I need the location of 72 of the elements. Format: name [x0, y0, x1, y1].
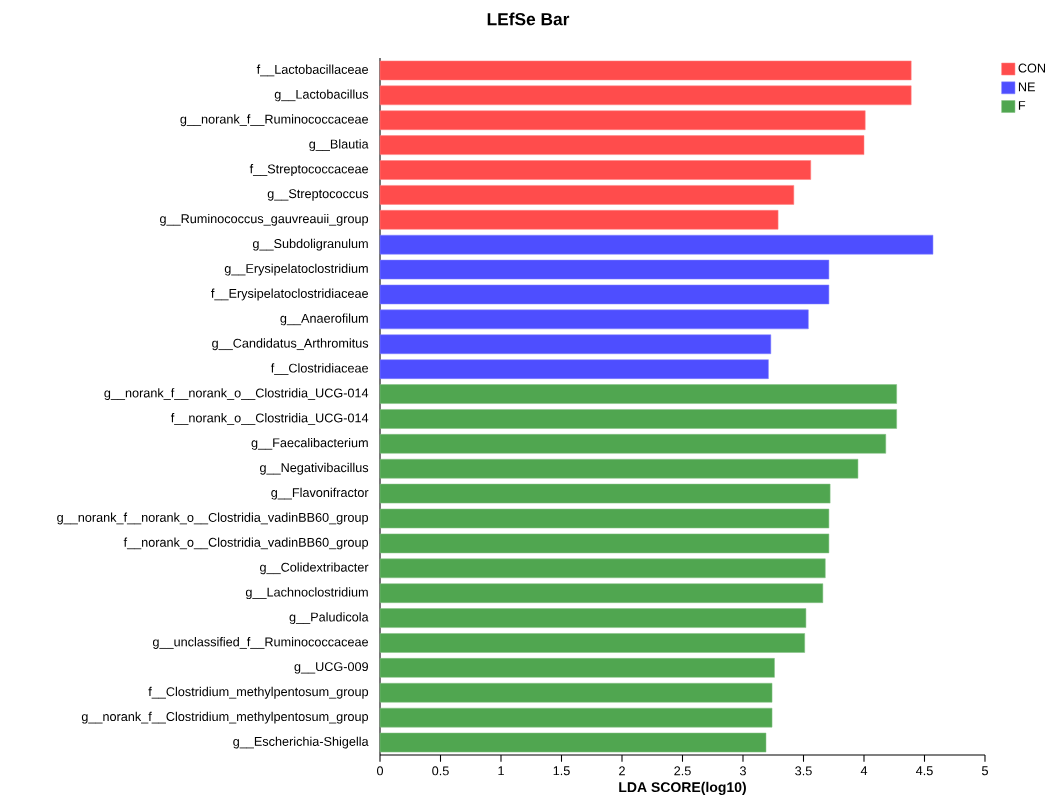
y-tick-label: g__Candidatus_Arthromitus [212, 338, 369, 351]
x-tick-label: 4 [860, 766, 868, 776]
bar [379, 658, 775, 678]
bar [379, 135, 865, 155]
legend-label: NE [1018, 82, 1035, 92]
bar [379, 682, 773, 703]
bar [379, 633, 805, 653]
bar [379, 483, 831, 504]
x-tick-label: 0 [376, 766, 384, 776]
bar [379, 110, 866, 130]
legend-label: F [1018, 101, 1026, 110]
y-tick-label: g__Streptococcus [267, 189, 369, 201]
bar [379, 259, 830, 280]
y-tick-label: g__Lachnoclostridium [245, 587, 368, 600]
bar [379, 409, 897, 429]
y-tick-label: g__Escherichia-Shigella [233, 736, 369, 749]
y-tick-label: f__Clostridium_methylpentosum_group [148, 686, 369, 699]
y-tick-label: f__norank_o__Clostridia_vadinBB60_group [123, 537, 369, 550]
y-tick-label: g__UCG-009 [294, 662, 369, 674]
bar [379, 732, 767, 753]
legend-label: CON [1018, 63, 1046, 73]
bar [379, 185, 795, 205]
bar [379, 284, 830, 305]
y-tick-label: f__Clostridiaceae [270, 363, 369, 375]
y-tick-label: g__norank_f__Clostridium_methylpentosum_group [81, 711, 369, 724]
bar [379, 210, 779, 230]
bar [379, 160, 812, 180]
bar [379, 309, 809, 330]
x-tick-label: 1.5 [553, 766, 570, 776]
bar [379, 384, 897, 404]
x-tick-label: 2 [619, 766, 625, 776]
bar [379, 458, 859, 479]
chart-title: LEfSe Bar [487, 12, 570, 26]
y-tick-label: g__norank_f__Ruminococcaceae [180, 114, 369, 127]
x-tick-label: 1 [498, 766, 504, 776]
bar [379, 85, 912, 106]
y-tick-label: f__Lactobacillaceae [256, 64, 369, 77]
y-tick-label: g__Colidextribacter [260, 562, 369, 575]
y-tick-label: g__Blautia [309, 139, 369, 152]
y-tick-label: g__Subdoligranulum [252, 238, 368, 251]
bar [379, 334, 772, 355]
bar [379, 234, 934, 255]
bar [379, 558, 826, 579]
bar [379, 508, 830, 529]
bar [379, 359, 769, 379]
x-axis-title: LDA SCORE(log10) [619, 781, 746, 795]
y-tick-label: g__norank_f__norank_o__Clostridia_UCG-014 [104, 388, 369, 400]
x-tick-label: 4.5 [915, 766, 933, 776]
bar [379, 608, 807, 628]
x-tick-label: 5 [981, 766, 988, 776]
y-tick-label: g__unclassified_f__Ruminococcaceae [152, 637, 369, 649]
x-tick-label: 3.5 [795, 766, 812, 776]
y-tick-label: g__Faecalibacterium [251, 437, 368, 450]
bar [379, 434, 887, 454]
y-tick-label: f__Erysipelatoclostridiaceae [211, 288, 369, 301]
y-tick-label: f__Streptococcaceae [249, 164, 369, 176]
bar [379, 60, 912, 81]
x-tick-label: 0.5 [432, 766, 449, 776]
y-tick-label: g__Negativibacillus [260, 462, 369, 475]
bar [379, 533, 830, 554]
y-tick-label: g__norank_f__norank_o__Clostridia_vadinBB60_group [57, 512, 369, 525]
x-tick-label: 3 [739, 766, 746, 776]
y-tick-label: g__Anaerofilum [280, 313, 368, 326]
y-tick-label: g__Erysipelatoclostridium [224, 263, 368, 276]
y-tick-label: g__Lactobacillus [274, 89, 369, 102]
y-tick-label: g__Paludicola [289, 612, 369, 624]
bar [379, 583, 824, 603]
x-tick-label: 2.5 [674, 766, 691, 776]
y-tick-label: g__Ruminococcus_gauvreauii_group [160, 213, 369, 226]
y-tick-label: g__Flavonifractor [271, 487, 369, 500]
y-tick-label: f__norank_o__Clostridia_UCG-014 [170, 413, 369, 425]
bar [379, 707, 773, 728]
